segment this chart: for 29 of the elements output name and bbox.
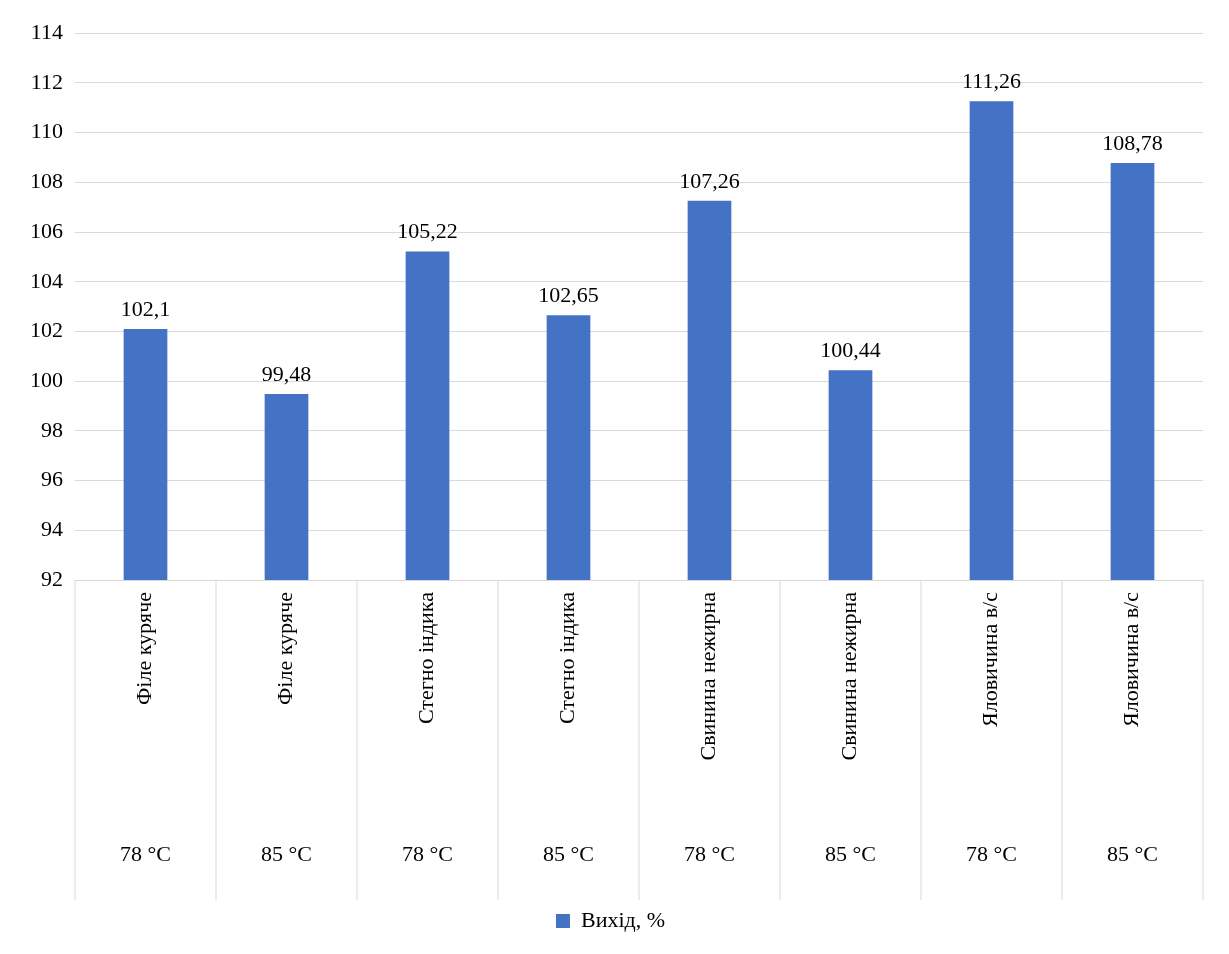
y-tick-label: 110 <box>30 118 63 144</box>
y-tick-label: 94 <box>41 516 63 542</box>
category-label: Філе куряче 85 °C <box>261 592 312 866</box>
text: 102,65 <box>538 282 599 308</box>
y-tick-label: 100 <box>30 366 63 392</box>
category-label: Яловичина в/с 85 °C <box>1107 592 1158 866</box>
text: 107,26 <box>679 167 740 193</box>
y-tick-label: 108 <box>30 168 63 194</box>
text: 102,1 <box>120 295 171 321</box>
y-tick-label: 96 <box>41 466 63 492</box>
y-tick-label: 102 <box>30 317 63 343</box>
category-label: Свинина нежирна 85 °C <box>825 592 876 866</box>
category-label: Свинина нежирна 78 °C <box>684 592 735 866</box>
text: 99,48 <box>261 360 312 386</box>
y-tick-label: 92 <box>41 565 63 591</box>
category-label: Стегно індика 78 °C <box>402 592 453 866</box>
y-tick-label: 98 <box>41 416 63 442</box>
category-label: Філе куряче 78 °C <box>120 592 171 866</box>
y-tick-label: 112 <box>30 68 63 94</box>
text: 108,78 <box>1102 129 1163 155</box>
y-tick-label: 104 <box>30 267 63 293</box>
y-tick-label: 106 <box>30 217 63 243</box>
y-tick-label: 114 <box>30 18 63 44</box>
legend-label: Вихід, % <box>580 906 666 932</box>
text: 100,44 <box>820 337 881 363</box>
category-label: Стегно індика 85 °C <box>543 592 594 866</box>
text: 105,22 <box>397 218 458 244</box>
text: 111,26 <box>962 68 1021 94</box>
category-label: Яловичина в/с 78 °C <box>966 592 1017 866</box>
